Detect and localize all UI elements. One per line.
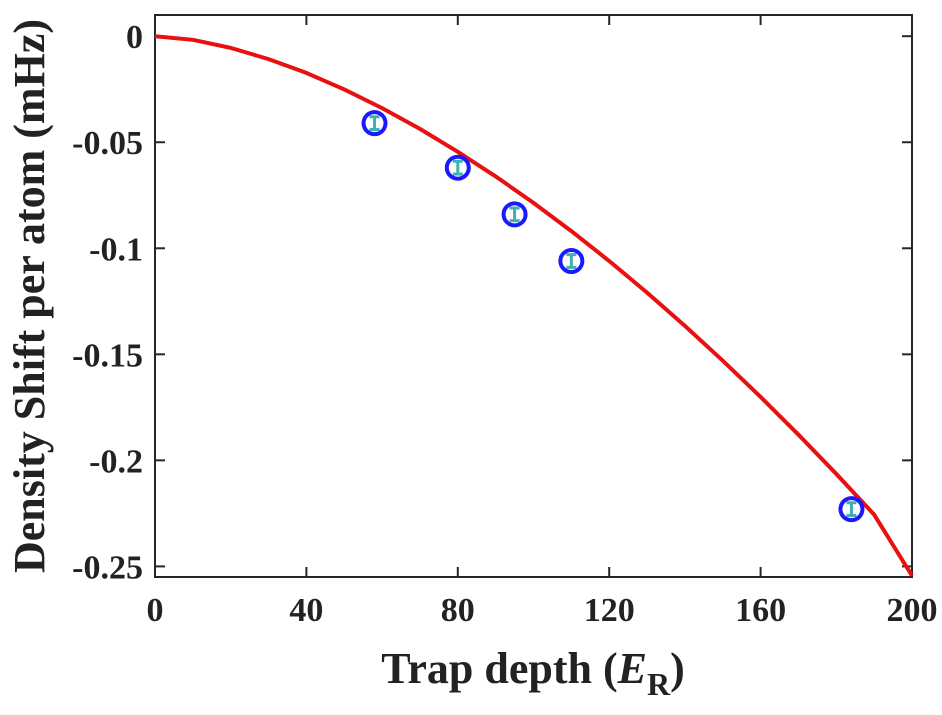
error-bar: [846, 501, 857, 517]
x-tick-label: 0: [147, 592, 164, 629]
error-bar: [369, 115, 380, 132]
y-tick-label: -0.15: [72, 337, 143, 374]
x-tick-label: 80: [441, 592, 475, 629]
y-tick-label: -0.25: [72, 549, 143, 586]
data-point: [361, 110, 388, 137]
x-tick-labels: 0 40 80 120 160 200: [147, 592, 938, 629]
y-axis-label: Density Shift per atom (mHz): [5, 19, 54, 573]
x-axis-label-prefix: Trap depth (: [381, 644, 617, 693]
y-tick-label: -0.05: [72, 125, 143, 162]
data-point: [558, 248, 585, 275]
data-point: [501, 201, 528, 228]
x-tick-label: 120: [584, 592, 635, 629]
x-axis-label: Trap depth (ER): [381, 644, 684, 702]
x-tick-label: 160: [735, 592, 786, 629]
error-bar: [509, 206, 520, 223]
data-point: [838, 496, 865, 523]
error-bar: [452, 159, 463, 176]
x-axis-label-suffix: ): [670, 644, 685, 693]
error-bar: [566, 253, 577, 269]
x-tick-label: 200: [887, 592, 938, 629]
series-layer: [154, 34, 914, 577]
x-tick-label: 40: [289, 592, 323, 629]
y-tick-label: 0: [126, 19, 143, 56]
y-tick-label: -0.1: [89, 231, 143, 268]
y-tick-label: -0.2: [89, 443, 143, 480]
x-axis-label-symbol: E: [617, 644, 647, 693]
x-axis-label-subscript: R: [647, 666, 671, 702]
plot-frame: [154, 14, 913, 578]
fit-curve: [154, 34, 914, 577]
axis-ticks: [154, 15, 913, 577]
y-tick-labels: 0 -0.05 -0.1 -0.15 -0.2 -0.25: [72, 19, 143, 586]
data-point: [444, 154, 471, 181]
